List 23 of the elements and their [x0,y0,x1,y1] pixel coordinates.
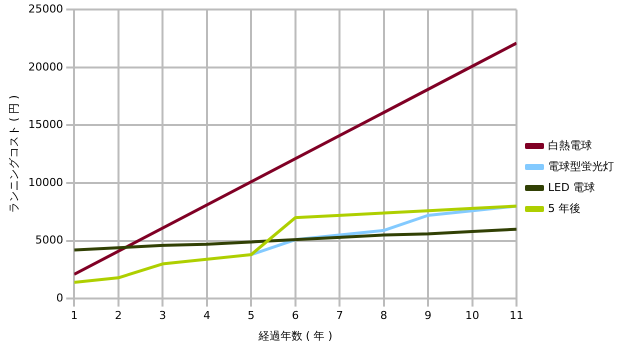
legend-label: 5 年後 [548,202,580,215]
y-tick-label: 20000 [28,60,64,74]
x-tick-label: 7 [336,309,344,322]
x-tick-label: 5 [248,309,255,322]
y-tick-label: 0 [56,291,64,304]
x-axis-title: 経過年数 ( 年 ) [257,329,332,342]
x-tick-label: 2 [114,309,122,322]
y-axis-title: ランニングコスト ( 円 ) [7,95,20,214]
y-tick-label: 25000 [28,2,64,16]
x-tick-label: 10 [465,309,480,322]
legend-label: 電球型蛍光灯 [548,160,614,173]
y-tick-label: 5000 [35,234,64,247]
x-tick-label: 1 [70,309,78,322]
legend-label: LED 電球 [548,180,596,194]
x-tick-label: 4 [203,309,210,322]
y-tick-label: 15000 [28,118,64,132]
x-tick-label: 3 [159,309,166,322]
x-tick-label: 8 [380,309,388,322]
legend-label: 白熱電球 [548,138,592,152]
x-tick-label: 11 [510,309,524,322]
x-tick-label: 9 [424,309,432,322]
y-tick-label: 10000 [28,176,64,189]
x-tick-label: 6 [292,309,299,322]
